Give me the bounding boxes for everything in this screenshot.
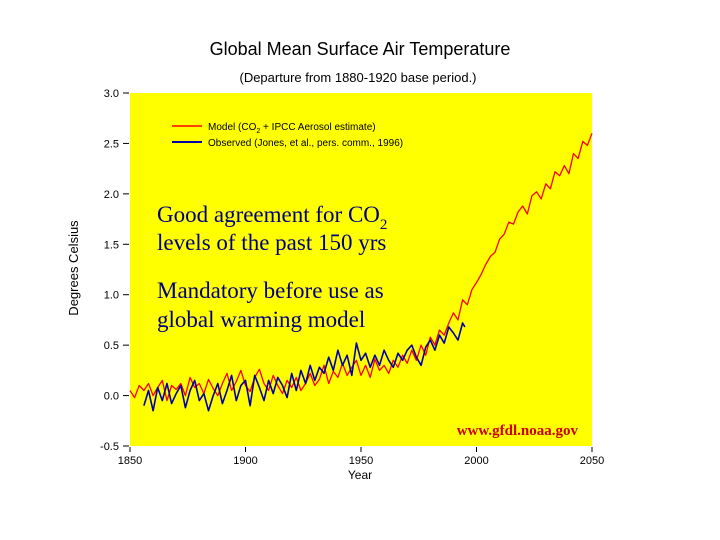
y-tick-label: -0.5 — [100, 441, 119, 453]
y-tick-label: 1.5 — [104, 239, 119, 251]
x-tick-label: 1850 — [118, 455, 142, 467]
y-tick-label: 1.0 — [104, 290, 119, 302]
source-credit: www.gfdl.noaa.gov — [457, 423, 579, 439]
x-tick-label: 2050 — [580, 455, 604, 467]
plot-area — [130, 93, 592, 446]
chart-title: Global Mean Surface Air Temperature — [210, 39, 511, 59]
x-tick-label: 2000 — [464, 455, 488, 467]
series-line-model — [129, 133, 593, 402]
legend-label-observed: Observed (Jones, et al., pers. comm., 19… — [208, 138, 403, 149]
y-axis: -0.5 0.0 0.5 1.0 1.5 2.0 2.5 3.0 — [100, 88, 129, 453]
x-axis: 1850 1900 1950 2000 2050 — [118, 447, 604, 467]
chart-subtitle: (Departure from 1880-1920 base period.) — [239, 70, 476, 85]
y-tick-label: 0.0 — [104, 391, 119, 403]
y-tick-label: 0.5 — [104, 340, 119, 352]
y-tick-label: 2.5 — [104, 138, 119, 150]
y-axis-label: Degrees Celsius — [66, 220, 81, 316]
x-tick-label: 1950 — [349, 455, 373, 467]
legend: Model (CO2 + IPCC Aerosol estimate) Obse… — [172, 122, 403, 149]
annotation-agreement-line2: levels of the past 150 yrs — [157, 230, 386, 255]
annotation-agreement-line1: Good agreement for CO2 — [157, 202, 387, 233]
legend-label-model: Model (CO2 + IPCC Aerosol estimate) — [208, 122, 376, 135]
y-tick-label: 3.0 — [104, 88, 119, 100]
series-line-observed — [143, 322, 466, 412]
series-layer — [129, 133, 593, 412]
annotation-mandatory-line1: Mandatory before use as — [157, 278, 384, 303]
x-axis-label: Year — [348, 468, 372, 482]
y-tick-label: 2.0 — [104, 189, 119, 201]
x-tick-label: 1900 — [233, 455, 257, 467]
annotation-mandatory-line2: global warming model — [157, 307, 365, 332]
